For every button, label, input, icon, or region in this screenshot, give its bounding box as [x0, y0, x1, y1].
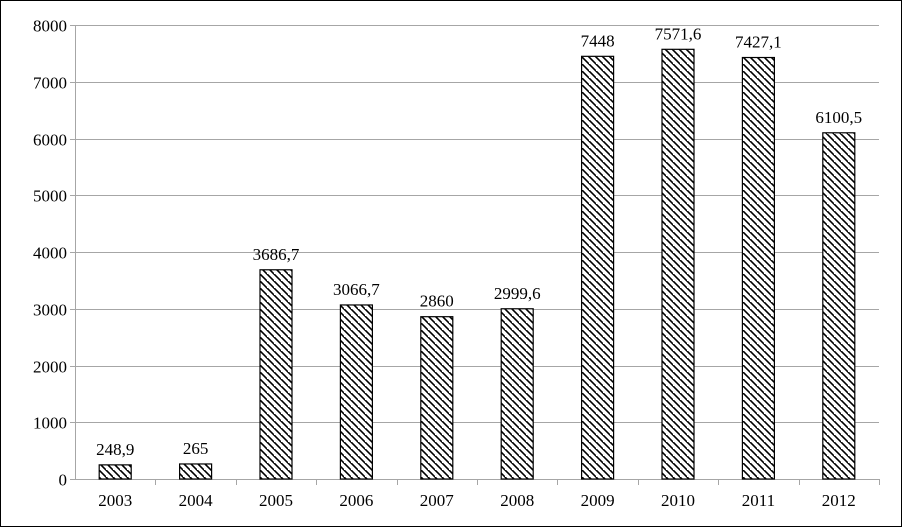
x-tick-label: 2008	[500, 491, 534, 510]
bar-2007	[420, 316, 454, 480]
data-label: 248,9	[96, 440, 134, 459]
x-tick-label: 2010	[661, 491, 695, 510]
x-tick-label: 2011	[742, 491, 775, 510]
bar-2011	[741, 56, 776, 480]
x-tick-label: 2004	[179, 491, 214, 510]
data-label: 3686,7	[253, 245, 300, 264]
bar-2010	[661, 48, 695, 480]
data-labels: 248,9 265 3686,7 3066,7 2860 2999,6 7448 7571,6…	[96, 24, 862, 459]
bars	[98, 48, 856, 480]
bar-2008	[500, 308, 534, 480]
bar-2004	[179, 463, 213, 480]
bar-2003	[98, 464, 132, 480]
y-tick-label: 2000	[33, 358, 67, 377]
y-tick-label: 0	[59, 471, 68, 490]
x-tick-label: 2003	[98, 491, 132, 510]
y-tick-label: 7000	[33, 74, 67, 93]
data-label: 7427,1	[735, 33, 782, 52]
data-label: 7448	[581, 31, 615, 50]
y-tick-label: 5000	[33, 187, 67, 206]
y-tick-label: 4000	[33, 244, 67, 263]
data-label: 7571,6	[655, 24, 702, 43]
data-label: 2860	[420, 292, 454, 311]
y-tick-label: 8000	[33, 17, 67, 36]
data-label: 265	[183, 439, 209, 458]
x-tick-label: 2007	[420, 491, 455, 510]
data-label: 3066,7	[333, 280, 380, 299]
y-tick-label: 1000	[33, 414, 67, 433]
bar-2006	[339, 304, 373, 480]
axes: 0 1000 2000 3000 4000 5000 6000 7000 8000 2003 200…	[33, 17, 880, 510]
x-tick-label: 2006	[339, 491, 373, 510]
x-tick-label: 2005	[259, 491, 293, 510]
gridlines	[75, 25, 879, 423]
data-label: 6100,5	[815, 108, 862, 127]
data-label: 2999,6	[494, 284, 541, 303]
x-tick-label: 2009	[581, 491, 615, 510]
bar-2009	[580, 55, 615, 480]
x-tick-label: 2012	[822, 491, 856, 510]
bar-2012	[822, 132, 856, 480]
bar-2005	[259, 269, 293, 480]
y-tick-label: 6000	[33, 131, 67, 150]
y-tick-label: 3000	[33, 301, 67, 320]
